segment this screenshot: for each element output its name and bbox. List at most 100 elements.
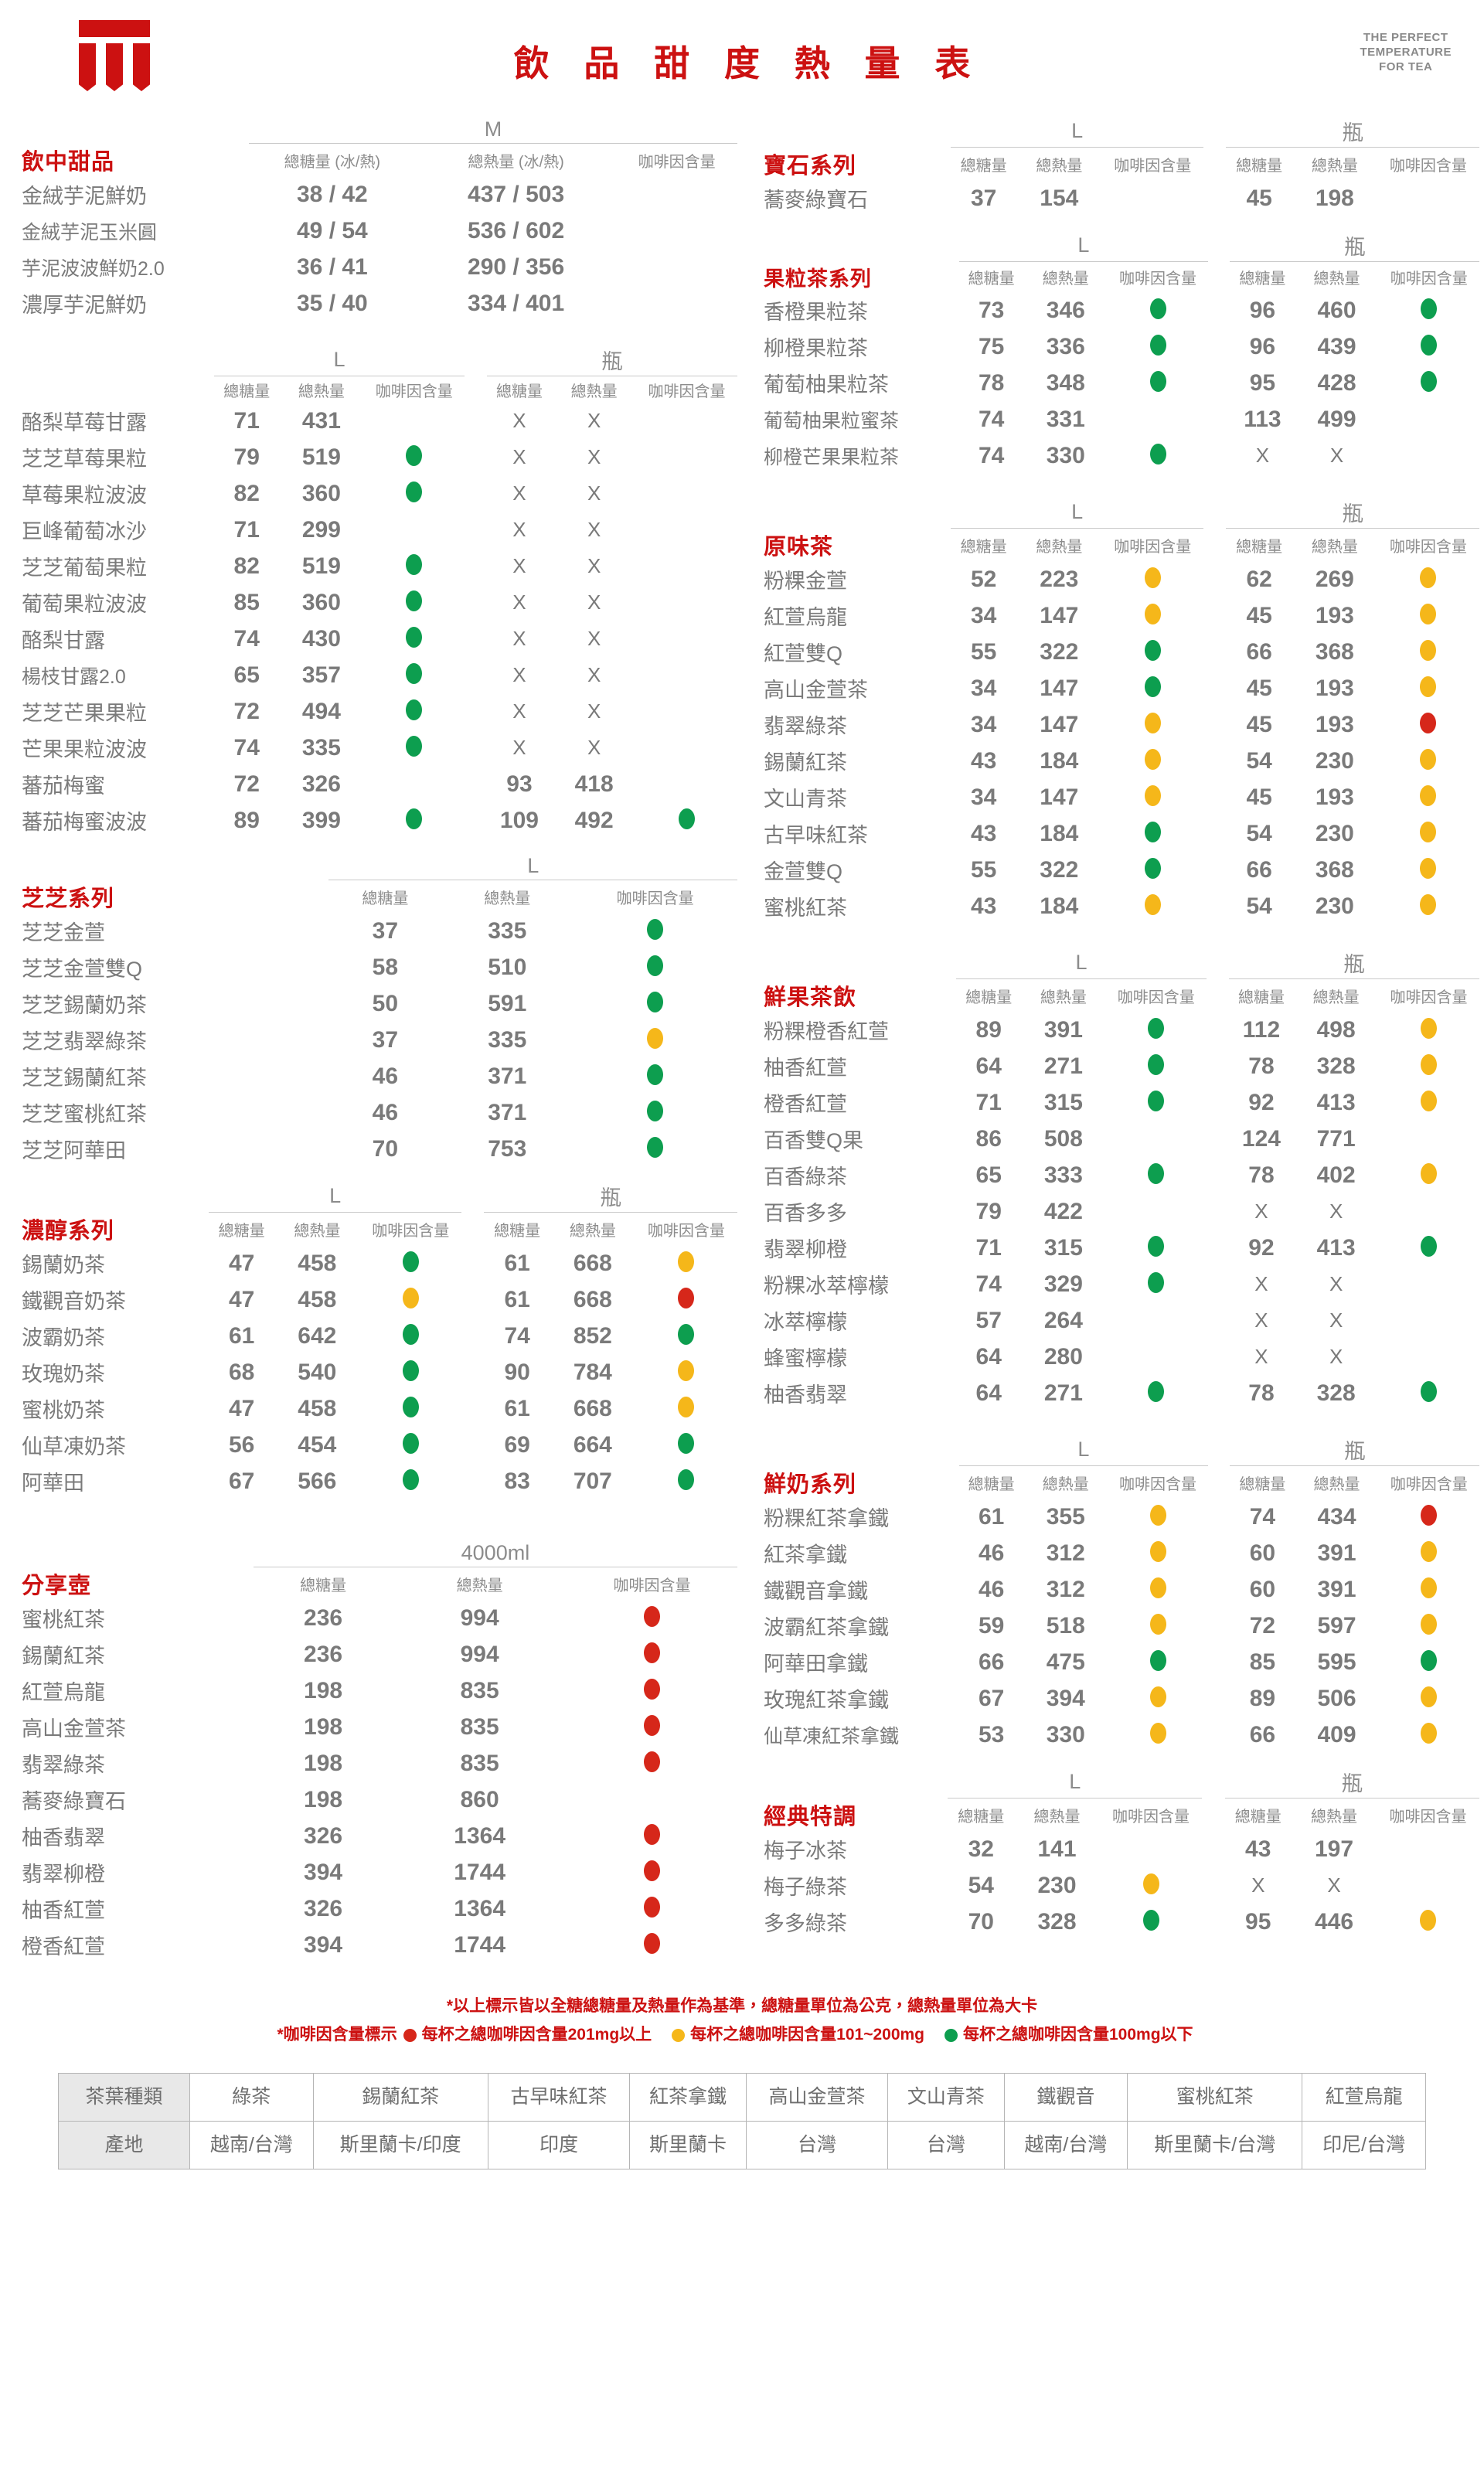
value-calorie-bottle: 707 — [573, 1468, 612, 1494]
table-row[interactable]: 錫蘭紅茶 236 994 — [14, 1636, 742, 1673]
table-row[interactable]: 鐵觀音拿鐵 46 312 60 391 — [756, 1571, 1484, 1608]
table-row[interactable]: 翡翠柳橙 71 315 92 413 — [756, 1230, 1484, 1266]
col-header-caffeine-bottle: 咖啡因含量 — [1390, 271, 1468, 288]
table-row[interactable]: 波霸紅茶拿鐵 59 518 72 597 — [756, 1608, 1484, 1644]
table-row[interactable]: 梅子綠茶 54 230 X X — [756, 1867, 1484, 1904]
item-name: 柳橙芒果果粒茶 — [764, 446, 900, 468]
table-row[interactable]: 仙草凍奶茶 56 454 69 664 — [14, 1427, 742, 1463]
table-row[interactable]: 草莓果粒波波 82 360 X X — [14, 475, 742, 512]
table-row[interactable]: 百香多多 79 422 X X — [756, 1193, 1484, 1230]
table-row[interactable]: 芝芝金萱雙Q 58 510 — [14, 949, 742, 985]
col-header-calorie-bottle: 總熱量 — [569, 1222, 616, 1240]
table-row[interactable]: 錫蘭奶茶 47 458 61 668 — [14, 1245, 742, 1281]
caffeine-indicator — [562, 1781, 742, 1818]
table-row[interactable]: 錫蘭紅茶 43 184 54 230 — [756, 743, 1484, 779]
table-row[interactable]: 金絨芋泥玉米圓 49 / 54 536 / 602 — [14, 213, 742, 249]
table-row[interactable]: 蕎麥綠寶石 198 860 — [14, 1781, 742, 1818]
table-row[interactable]: 蜂蜜檸檬 64 280 X X — [756, 1339, 1484, 1375]
table-row[interactable]: 芝芝阿華田 70 753 — [14, 1131, 742, 1167]
table-row[interactable]: 冰萃檸檬 57 264 X X — [756, 1302, 1484, 1339]
table-row[interactable]: 芝芝草莓果粒 79 519 X X — [14, 439, 742, 475]
caffeine-indicator-bottle — [631, 1427, 742, 1463]
value-sugar-l: 82 — [233, 480, 260, 506]
table-row[interactable]: 玫瑰紅茶拿鐵 67 394 89 506 — [756, 1680, 1484, 1717]
table-row[interactable]: 橙香紅萱 394 1744 — [14, 1927, 742, 1963]
value-sugar-l: 65 — [975, 1162, 1002, 1188]
table-row[interactable]: 粉粿紅茶拿鐵 61 355 74 434 — [756, 1499, 1484, 1535]
table-row[interactable]: 芋泥波波鮮奶2.0 36 / 41 290 / 356 — [14, 249, 742, 285]
table-row[interactable]: 金萱雙Q 55 322 66 368 — [756, 852, 1484, 888]
table-row[interactable]: 高山金萱茶 34 147 45 193 — [756, 670, 1484, 706]
value-sugar-l: 54 — [968, 1872, 994, 1898]
spacer — [14, 1170, 742, 1181]
caffeine-indicator-l — [1101, 1121, 1211, 1157]
table-row[interactable]: 楊枝甘露2.0 65 357 X X — [14, 657, 742, 693]
table-row[interactable]: 高山金萱茶 198 835 — [14, 1709, 742, 1745]
legend-item-red: 每杯之總咖啡因含量201mg以上 — [403, 2021, 652, 2050]
table-row[interactable]: 巨峰葡萄冰沙 71 299 X X — [14, 512, 742, 548]
table-row[interactable]: 葡萄柚果粒蜜茶 74 331 113 499 — [756, 401, 1484, 437]
table-row[interactable]: 芝芝翡翠綠茶 37 335 — [14, 1022, 742, 1058]
table-row[interactable]: 芝芝蜜桃紅茶 46 371 — [14, 1094, 742, 1131]
table-row[interactable]: 鐵觀音奶茶 47 458 61 668 — [14, 1281, 742, 1318]
table-row[interactable]: 翡翠柳橙 394 1744 — [14, 1854, 742, 1890]
table-row[interactable]: 蜜桃紅茶 43 184 54 230 — [756, 888, 1484, 924]
table-row[interactable]: 仙草凍紅茶拿鐵 53 330 66 409 — [756, 1717, 1484, 1753]
caffeine-dot-icon — [1149, 1722, 1166, 1744]
table-row[interactable]: 葡萄柚果粒茶 78 348 95 428 — [756, 365, 1484, 401]
item-name: 柚香紅萱 — [764, 1057, 847, 1080]
legend-text-green: 每杯之總咖啡因含量100mg以下 — [963, 2025, 1193, 2044]
table-row[interactable]: 蜜桃奶茶 47 458 61 668 — [14, 1390, 742, 1427]
table-row[interactable]: 酪梨草莓甘露 71 431 X X — [14, 403, 742, 439]
table-row[interactable]: 柳橙果粒茶 75 336 96 439 — [756, 328, 1484, 365]
table-row[interactable]: 阿華田 67 566 83 707 — [14, 1463, 742, 1499]
table-row[interactable]: 波霸奶茶 61 642 74 852 — [14, 1318, 742, 1354]
table-row[interactable]: 芒果果粒波波 74 335 X X — [14, 730, 742, 766]
table-row[interactable]: 芝芝芒果果粒 72 494 X X — [14, 693, 742, 730]
table-row[interactable]: 百香雙Q果 86 508 124 771 — [756, 1121, 1484, 1157]
table-row[interactable]: 柚香翡翠 64 271 78 328 — [756, 1375, 1484, 1411]
caffeine-dot-icon — [406, 553, 423, 575]
table-row[interactable]: 蕃茄梅蜜 72 326 93 418 — [14, 766, 742, 802]
caffeine-dot-icon — [1144, 821, 1161, 842]
table-row[interactable]: 紅萱雙Q 55 322 66 368 — [756, 634, 1484, 670]
table-row[interactable]: 梅子冰茶 32 141 43 197 — [756, 1831, 1484, 1867]
legend-text-red: 每杯之總咖啡因含量201mg以上 — [421, 2025, 652, 2044]
table-row[interactable]: 文山青茶 34 147 45 193 — [756, 779, 1484, 815]
table-row[interactable]: 葡萄果粒波波 85 360 X X — [14, 584, 742, 621]
table-row[interactable]: 柳橙芒果果粒茶 74 330 X X — [756, 437, 1484, 474]
table-row[interactable]: 紅茶拿鐵 46 312 60 391 — [756, 1535, 1484, 1571]
table-row[interactable]: 柚香翡翠 326 1364 — [14, 1818, 742, 1854]
table-row[interactable]: 蕃茄梅蜜波波 89 399 109 492 — [14, 802, 742, 839]
table-row[interactable]: 古早味紅茶 43 184 54 230 — [756, 815, 1484, 852]
table-row[interactable]: 粉粿金萱 52 223 62 269 — [756, 561, 1484, 597]
table-row[interactable]: 芝芝錫蘭奶茶 50 591 — [14, 985, 742, 1022]
table-row[interactable]: 多多綠茶 70 328 95 446 — [756, 1904, 1484, 1940]
table-row[interactable]: 粉粿冰萃檸檬 74 329 X X — [756, 1266, 1484, 1302]
table-row[interactable]: 香橙果粒茶 73 346 96 460 — [756, 292, 1484, 328]
table-row[interactable]: 粉粿橙香紅萱 89 391 112 498 — [756, 1012, 1484, 1048]
table-row[interactable]: 翡翠綠茶 198 835 — [14, 1745, 742, 1781]
table-row[interactable]: 蜜桃紅茶 236 994 — [14, 1600, 742, 1636]
caffeine-dot-icon — [406, 808, 423, 829]
table-row[interactable]: 柚香紅萱 64 271 78 328 — [756, 1048, 1484, 1084]
table-row[interactable]: 紅萱烏龍 34 147 45 193 — [756, 597, 1484, 634]
table-row[interactable]: 阿華田拿鐵 66 475 85 595 — [756, 1644, 1484, 1680]
table-row[interactable]: 百香綠茶 65 333 78 402 — [756, 1157, 1484, 1193]
table-row[interactable]: 紅萱烏龍 198 835 — [14, 1673, 742, 1709]
table-row[interactable]: 芝芝金萱 37 335 — [14, 913, 742, 949]
table-row[interactable]: 芝芝錫蘭紅茶 46 371 — [14, 1058, 742, 1094]
table-row[interactable]: 酪梨甘露 74 430 X X — [14, 621, 742, 657]
table-row[interactable]: 玫瑰奶茶 68 540 90 784 — [14, 1354, 742, 1390]
table-row[interactable]: 金絨芋泥鮮奶 38 / 42 437 / 503 — [14, 176, 742, 213]
caffeine-indicator-bottle — [1374, 1499, 1484, 1535]
table-row[interactable]: 橙香紅萱 71 315 92 413 — [756, 1084, 1484, 1121]
table-row[interactable]: 芝芝葡萄果粒 82 519 X X — [14, 548, 742, 584]
table-row[interactable]: 柚香紅萱 326 1364 — [14, 1890, 742, 1927]
value-calorie-l: 184 — [1040, 820, 1079, 846]
table-row[interactable]: 濃厚芋泥鮮奶 35 / 40 334 / 401 — [14, 285, 742, 322]
tea-origin-table-wrap: 茶葉種類 綠茶 錫蘭紅茶 古早味紅茶 紅茶拿鐵 高山金萱茶 文山青茶 鐵觀音 蜜桃紅茶 紅萱烏龍產… — [58, 2072, 1426, 2169]
table-row[interactable]: 蕎麥綠寶石 37 154 45 198 — [756, 180, 1484, 216]
table-row[interactable]: 翡翠綠茶 34 147 45 193 — [756, 706, 1484, 743]
caffeine-indicator — [562, 1600, 742, 1636]
